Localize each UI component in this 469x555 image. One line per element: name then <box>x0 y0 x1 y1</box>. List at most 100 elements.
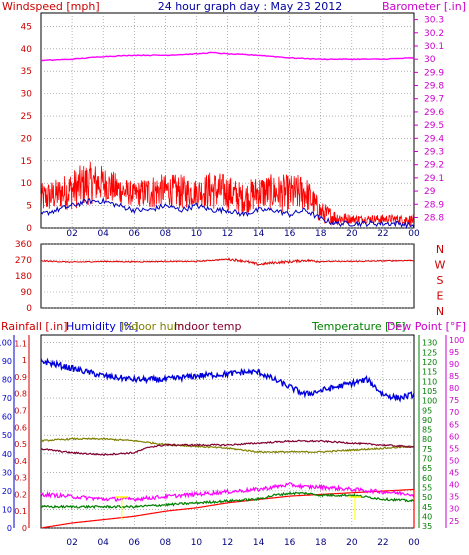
baro-tick-label: 29.6 <box>424 108 444 118</box>
legend-temperature: Temperature [°F] <box>311 320 406 333</box>
temperature-tick-label: 80 <box>422 435 432 444</box>
humidity-tick-label: 50 <box>2 431 12 440</box>
baro-tick-label: 29.8 <box>424 82 444 92</box>
dewpoint-tick-label: 90 <box>449 360 459 369</box>
baro-tick-label: 28.8 <box>424 213 444 223</box>
rain-tick-label: 0.5 <box>14 440 27 449</box>
wind-tick-label: 40 <box>21 45 33 55</box>
humidity-tick-label: 100 <box>0 338 12 347</box>
temperature-line <box>40 491 415 510</box>
barometer-axis-title: Barometer [.in] <box>382 0 466 13</box>
baro-tick-label: 29.9 <box>424 68 444 78</box>
climate-x-tick-label: 08 <box>160 538 172 548</box>
humidity-tick-label: 60 <box>2 413 12 422</box>
baro-tick-label: 28.9 <box>424 200 444 210</box>
climate-x-tick-label: 10 <box>191 538 203 548</box>
climate-x-tick-label: 22 <box>377 538 388 548</box>
climate-x-tick-label: 00 <box>408 538 420 548</box>
baro-tick-label: 30.1 <box>424 42 444 52</box>
temperature-tick-label: 100 <box>422 397 437 406</box>
legend-indoor-hum: Indoor hum <box>121 320 184 333</box>
wind-tick-label: 45 <box>21 22 32 32</box>
baro-tick-label: 30 <box>424 55 436 65</box>
wind-tick-label: 30 <box>21 90 33 100</box>
wind-direction-line <box>41 257 415 266</box>
wind-tick-label: 25 <box>21 112 32 122</box>
temperature-tick-label: 35 <box>422 522 432 531</box>
baro-tick-label: 29.5 <box>424 121 444 131</box>
humidity-tick-label: 90 <box>2 357 12 366</box>
dewpoint-tick-label: 50 <box>449 456 459 465</box>
baro-tick-label: 29.3 <box>424 147 444 157</box>
dewpoint-line <box>40 482 415 503</box>
humidity-tick-label: 0 <box>7 524 12 533</box>
climate-x-tick-label: 18 <box>315 538 327 548</box>
humidity-tick-label: 20 <box>2 487 12 496</box>
wind-x-tick-label: 00 <box>408 229 420 239</box>
legend-humidity: Humidity [%] <box>66 320 138 333</box>
baro-tick-label: 29 <box>424 187 436 197</box>
dewpoint-tick-label: 100 <box>449 336 464 345</box>
dewpoint-tick-label: 55 <box>449 444 459 453</box>
wind-x-tick-label: 18 <box>315 229 327 239</box>
wind-x-tick-label: 22 <box>377 229 388 239</box>
legend-rainfall: Rainfall [.in] <box>1 320 68 333</box>
dewpoint-tick-label: 40 <box>449 481 459 490</box>
humidity-tick-label: 80 <box>2 376 12 385</box>
temperature-tick-label: 130 <box>422 339 437 348</box>
humidity-tick-label: 70 <box>2 394 12 403</box>
temperature-tick-label: 95 <box>422 406 432 415</box>
temperature-tick-label: 75 <box>422 445 432 454</box>
direction-tick-label: 90 <box>21 288 33 298</box>
climate-x-tick-label: 06 <box>129 538 141 548</box>
wind-x-tick-label: 14 <box>253 229 265 239</box>
temperature-tick-label: 40 <box>422 512 432 521</box>
humidity-tick-label: 30 <box>2 468 12 477</box>
temperature-tick-label: 90 <box>422 416 432 425</box>
temperature-tick-label: 120 <box>422 358 437 367</box>
temperature-tick-label: 50 <box>422 493 432 502</box>
climate-x-tick-label: 02 <box>66 538 77 548</box>
rain-tick-label: 0.2 <box>14 490 27 499</box>
direction-tick-label: 270 <box>15 256 32 266</box>
windspeed-axis-title: Windspeed [mph] <box>2 0 100 13</box>
wind-tick-label: 10 <box>21 179 33 189</box>
temperature-tick-label: 60 <box>422 474 432 483</box>
humidity-tick-label: 40 <box>2 450 12 459</box>
wind-x-tick-label: 08 <box>160 229 172 239</box>
wind-tick-label: 35 <box>21 67 32 77</box>
wind-x-tick-label: 06 <box>129 229 141 239</box>
direction-tick-label: 180 <box>15 272 32 282</box>
windspeed-avg-line <box>40 196 415 229</box>
baro-tick-label: 30.2 <box>424 29 444 39</box>
dewpoint-tick-label: 75 <box>449 396 459 405</box>
temperature-tick-label: 70 <box>422 455 432 464</box>
dewpoint-tick-label: 70 <box>449 408 459 417</box>
dewpoint-tick-label: 60 <box>449 432 459 441</box>
baro-tick-label: 29.7 <box>424 95 444 105</box>
dewpoint-tick-label: 80 <box>449 384 459 393</box>
chart-title: 24 hour graph day : May 23 2012 <box>158 0 343 13</box>
wind-x-tick-label: 04 <box>97 229 109 239</box>
indoor-hum-line <box>40 437 415 454</box>
compass-label: W <box>435 259 446 272</box>
direction-tick-label: 0 <box>26 304 32 314</box>
wind-x-tick-label: 10 <box>191 229 203 239</box>
temperature-tick-label: 45 <box>422 503 432 512</box>
wind-tick-label: 20 <box>21 134 33 144</box>
rainfall-line <box>40 488 415 529</box>
humidity-line <box>40 357 415 403</box>
climate-x-tick-label: 04 <box>97 538 109 548</box>
wind-x-tick-label: 16 <box>284 229 296 239</box>
compass-label: N <box>436 243 444 256</box>
legend-dew-point: Dew Point [°F] <box>387 320 466 333</box>
climate-x-tick-label: 16 <box>284 538 296 548</box>
dewpoint-tick-label: 25 <box>449 517 459 526</box>
temperature-tick-label: 65 <box>422 464 432 473</box>
baro-tick-label: 29.4 <box>424 134 444 144</box>
dewpoint-tick-label: 45 <box>449 469 459 478</box>
rain-tick-label: 0.7 <box>14 407 27 416</box>
